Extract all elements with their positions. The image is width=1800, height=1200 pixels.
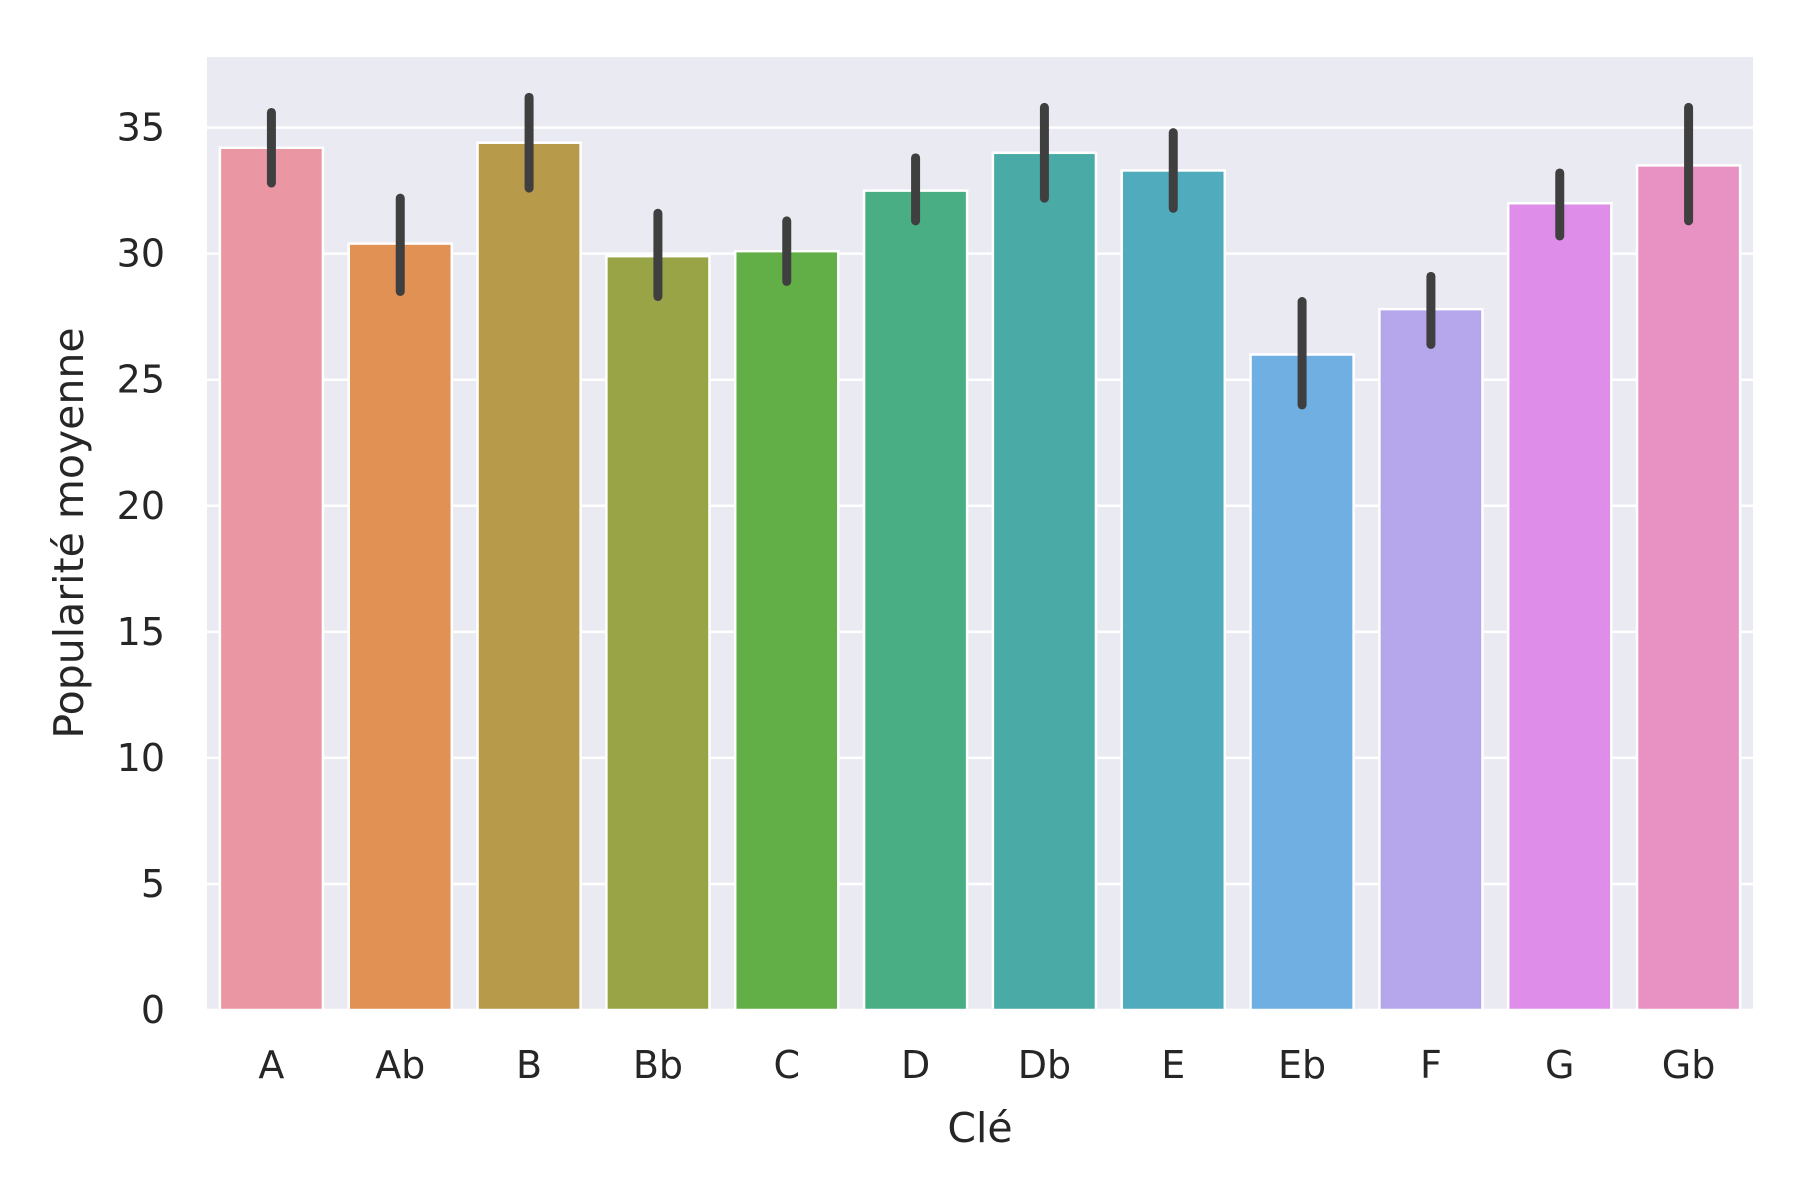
bar-B (476, 141, 582, 1012)
y-tick-labels: 0 5 10 15 20 25 30 35 (117, 106, 165, 1032)
y-axis-label: Popularité moyenne (45, 327, 93, 738)
y-tick-label: 15 (117, 610, 165, 654)
x-tick-label: G (1545, 1043, 1574, 1087)
bar-D (862, 189, 969, 1012)
y-tick-label: 5 (141, 862, 165, 906)
x-tick-label: C (773, 1043, 800, 1087)
bar-F (1378, 307, 1484, 1012)
y-tick-label: 30 (117, 232, 165, 276)
x-tick-labels: A Ab B Bb C D Db E Eb F G Gb (258, 1043, 1715, 1087)
bar-E (1120, 169, 1227, 1012)
bar-Ab (347, 242, 454, 1012)
x-tick-label: A (258, 1043, 284, 1087)
y-tick-label: 35 (117, 106, 165, 150)
x-axis-label: Clé (947, 1104, 1012, 1152)
x-tick-label: Gb (1662, 1043, 1716, 1087)
x-tick-label: E (1161, 1043, 1185, 1087)
bar-A (218, 146, 325, 1012)
error-bars (266, 92, 1694, 410)
bar-C (733, 249, 840, 1012)
bars (218, 141, 1742, 1012)
y-tick-label: 10 (117, 736, 165, 780)
bar-Gb (1635, 164, 1742, 1012)
y-tick-label: 25 (117, 358, 165, 402)
bar-Db (991, 151, 1098, 1012)
x-tick-label: D (901, 1043, 930, 1087)
bar-Bb (605, 254, 711, 1012)
y-tick-label: 20 (117, 484, 165, 528)
x-tick-label: Eb (1278, 1043, 1326, 1087)
bar-Eb (1249, 353, 1355, 1012)
x-tick-label: Ab (375, 1043, 425, 1087)
x-tick-label: Db (1018, 1043, 1071, 1087)
x-tick-label: F (1420, 1043, 1442, 1087)
x-tick-label: Bb (633, 1043, 683, 1087)
bar-G (1506, 201, 1613, 1012)
x-tick-label: B (516, 1043, 542, 1087)
plot-area (207, 57, 1753, 1010)
y-tick-label: 0 (141, 988, 165, 1032)
grid-lines (207, 126, 1753, 1012)
